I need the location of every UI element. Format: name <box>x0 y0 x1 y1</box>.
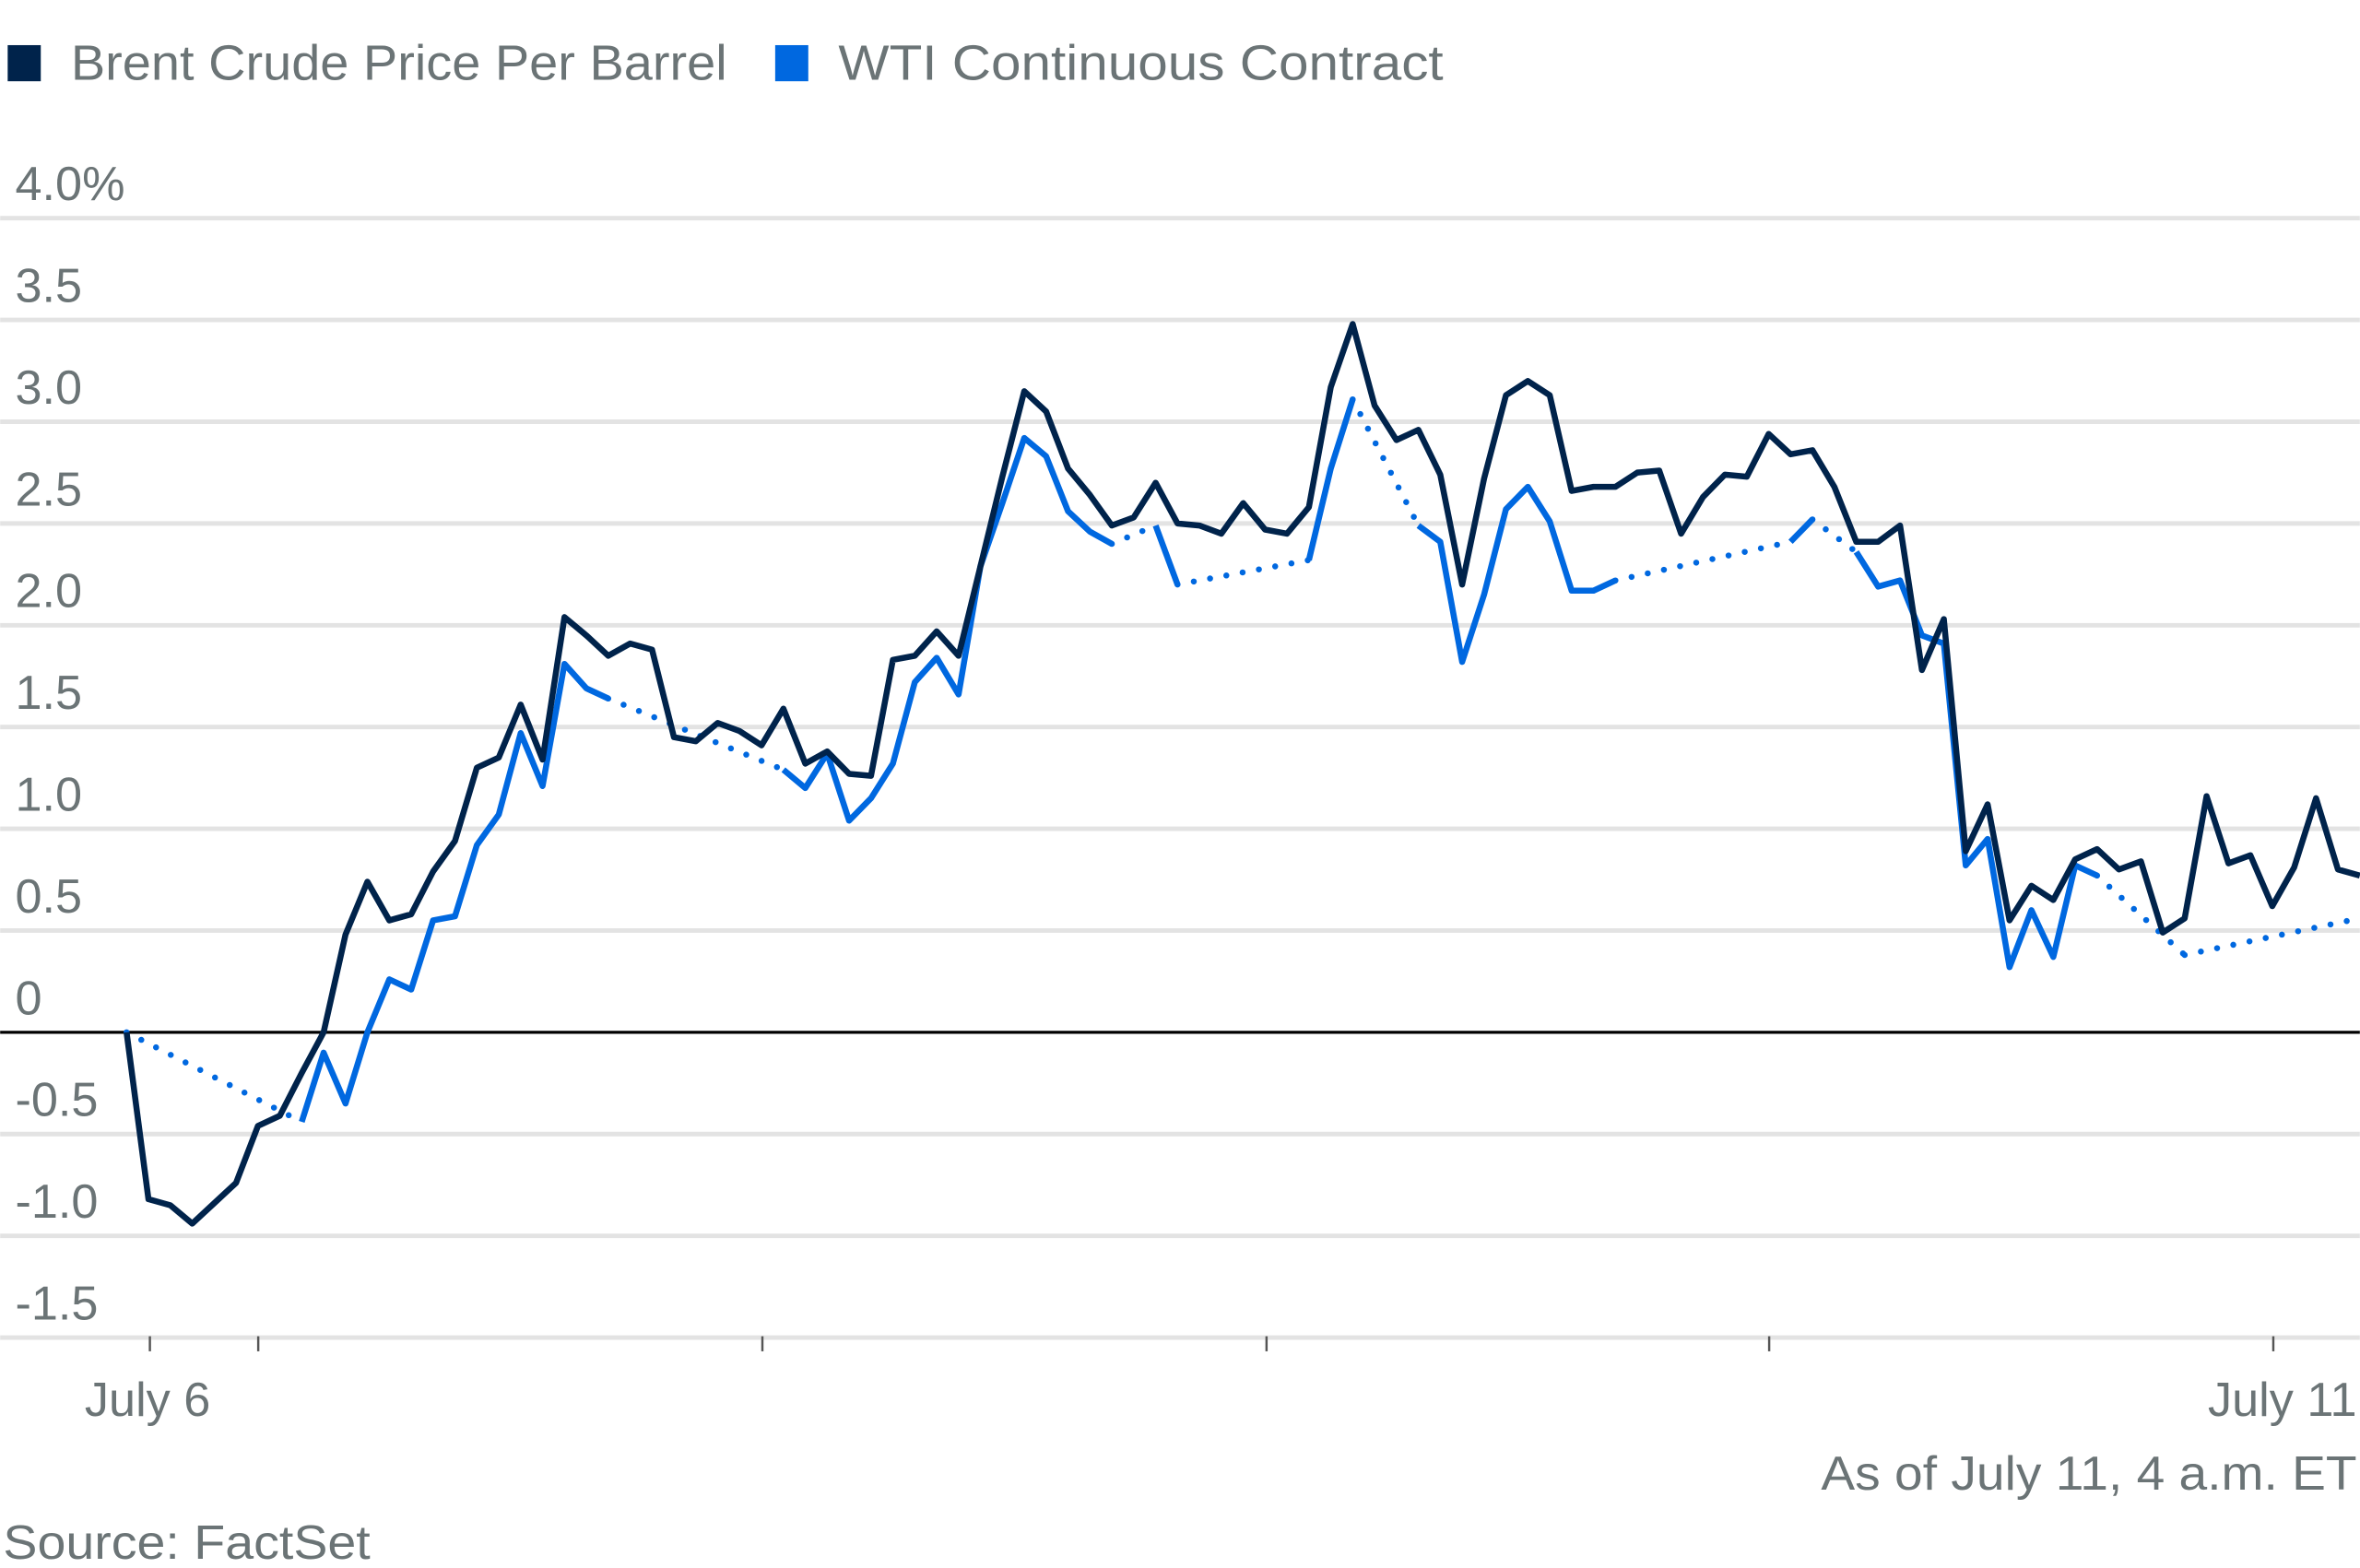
series-gap-dotted <box>2094 872 2189 959</box>
series-line-segment <box>1416 483 1617 666</box>
y-tick-label: 1.0 <box>15 768 82 821</box>
x-label-start: July 6 <box>85 1373 210 1427</box>
y-tick-label: 2.0 <box>15 565 82 619</box>
series-gap-dotted <box>1174 557 1313 588</box>
series-line-segment <box>1788 517 1815 545</box>
y-tick-label: -1.5 <box>15 1277 98 1330</box>
series-brent <box>124 321 2360 1227</box>
y-tick-label: 4.0% <box>15 158 124 211</box>
legend-label-brent: Brent Crude Price Per Barrel <box>71 36 727 91</box>
as-of-note: As of July 11, 4 a.m. ET <box>1821 1447 2356 1501</box>
source-note: Source: FactSet <box>3 1516 371 1568</box>
series-lines <box>124 321 2360 1227</box>
series-gap-dotted <box>2181 914 2360 959</box>
y-tick-label: 1.5 <box>15 666 82 720</box>
series-line-segment <box>299 660 610 1123</box>
series-line-segment <box>781 434 1114 824</box>
grid <box>0 216 2360 1340</box>
series-line-segment <box>1853 550 2099 971</box>
series-gap-dotted <box>1108 522 1159 548</box>
legend-swatch-wti <box>774 44 808 82</box>
y-tick-label: 0 <box>15 972 41 1025</box>
series-wti <box>124 395 2360 1126</box>
y-tick-label: 3.0 <box>15 361 82 415</box>
legend-swatch-brent <box>7 44 41 82</box>
x-axis <box>148 1336 2275 1351</box>
y-tick-label: 3.5 <box>15 260 82 313</box>
series-gap-dotted <box>124 1029 305 1126</box>
y-tick-label: -0.5 <box>15 1074 98 1127</box>
y-tick-label: 0.5 <box>15 870 82 924</box>
series-line-segment <box>1305 398 1356 561</box>
y-tick-label: -1.0 <box>15 1175 98 1229</box>
series-line-segment <box>1152 524 1181 586</box>
series-line-segment <box>124 321 2360 1227</box>
legend-label-wti: WTI Continuous Contract <box>838 36 1443 91</box>
y-tick-label: 2.5 <box>15 463 82 516</box>
y-axis: 4.0% 3.5 3.0 2.5 2.0 1.5 1.0 0.5 0 -0.5 -1.0 -1.5 <box>15 158 124 1330</box>
x-label-end: July 11 <box>2208 1373 2357 1427</box>
series-gap-dotted <box>1350 395 1422 529</box>
legend: Brent Crude Price Per Barrel WTI Continu… <box>7 36 1444 91</box>
series-gap-dotted <box>1612 538 1794 584</box>
series-gap-dotted <box>605 695 787 773</box>
